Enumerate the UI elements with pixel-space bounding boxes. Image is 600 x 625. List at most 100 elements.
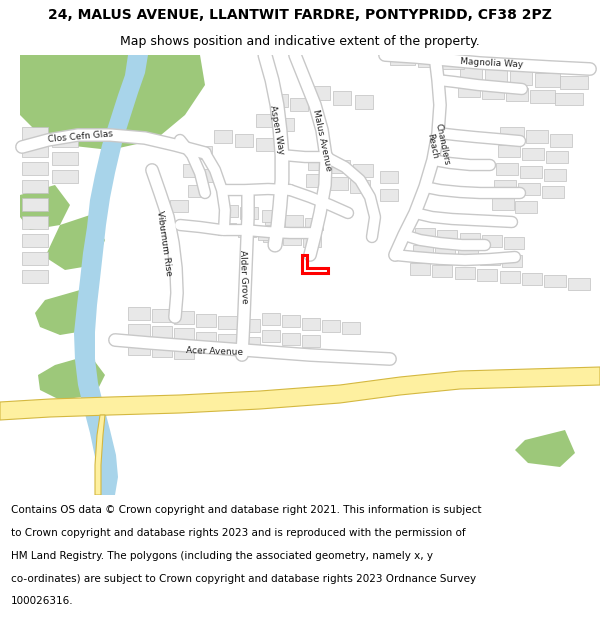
Polygon shape [342,322,360,334]
Polygon shape [504,237,524,249]
Polygon shape [218,334,238,346]
Polygon shape [22,252,48,265]
Polygon shape [152,326,172,339]
Polygon shape [256,138,274,151]
Polygon shape [333,91,351,105]
Text: to Crown copyright and database rights 2023 and is reproduced with the permissio: to Crown copyright and database rights 2… [11,528,466,538]
Text: Map shows position and indicative extent of the property.: Map shows position and indicative extent… [120,35,480,48]
Polygon shape [418,55,440,67]
Text: Aspen Way: Aspen Way [268,104,286,156]
Polygon shape [302,335,320,347]
Polygon shape [390,53,415,65]
Text: Acer Avenue: Acer Avenue [187,346,244,356]
Polygon shape [218,316,238,329]
Polygon shape [308,157,328,170]
Polygon shape [262,330,280,342]
Polygon shape [502,255,522,267]
Polygon shape [128,324,150,337]
Polygon shape [196,332,216,344]
Polygon shape [355,95,373,109]
Text: HM Land Registry. The polygons (including the associated geometry, namely x, y: HM Land Registry. The polygons (includin… [11,551,433,561]
Polygon shape [240,207,258,219]
Polygon shape [482,235,502,247]
Polygon shape [0,367,600,420]
Text: Alder Grove: Alder Grove [238,250,248,304]
Polygon shape [276,118,294,131]
Polygon shape [20,55,205,150]
Polygon shape [38,355,105,400]
Polygon shape [522,148,544,160]
Text: 24, MALUS AVENUE, LLANTWIT FARDRE, PONTYPRIDD, CF38 2PZ: 24, MALUS AVENUE, LLANTWIT FARDRE, PONTY… [48,8,552,22]
Polygon shape [303,235,321,247]
Polygon shape [410,263,430,275]
Text: Magnolia Way: Magnolia Way [460,57,524,69]
Polygon shape [152,345,172,357]
Polygon shape [183,164,201,177]
Polygon shape [35,290,95,335]
Polygon shape [485,69,507,83]
Polygon shape [555,93,583,105]
Polygon shape [546,151,568,163]
Polygon shape [498,145,520,157]
Polygon shape [455,267,475,279]
Polygon shape [535,73,560,87]
Polygon shape [515,201,537,213]
Text: co-ordinates) are subject to Crown copyright and database rights 2023 Ordnance S: co-ordinates) are subject to Crown copyr… [11,574,476,584]
Polygon shape [128,343,150,355]
Polygon shape [510,71,532,85]
Polygon shape [22,127,48,140]
Polygon shape [442,57,464,69]
Polygon shape [330,160,350,173]
Polygon shape [283,233,301,245]
Polygon shape [282,333,300,345]
Polygon shape [74,55,148,495]
Text: Malus Avenue: Malus Avenue [311,108,333,172]
Polygon shape [174,311,194,324]
Polygon shape [302,318,320,330]
Polygon shape [306,174,326,187]
Polygon shape [328,177,348,190]
Polygon shape [380,171,398,183]
Text: Chandlers
Reach: Chandlers Reach [423,122,451,168]
Polygon shape [482,86,504,99]
Polygon shape [500,127,524,140]
Polygon shape [22,162,48,175]
Polygon shape [52,152,78,165]
Polygon shape [188,185,206,197]
Polygon shape [170,200,188,212]
Polygon shape [458,250,478,262]
Polygon shape [380,189,398,201]
Polygon shape [22,234,48,247]
Text: Viburnum Rise: Viburnum Rise [155,210,173,276]
Text: 100026316.: 100026316. [11,596,73,606]
Text: Clos Cefn Glas: Clos Cefn Glas [47,129,113,144]
Polygon shape [550,134,572,147]
Polygon shape [174,347,194,359]
Polygon shape [518,183,540,195]
Polygon shape [560,76,588,89]
Polygon shape [196,314,216,327]
Polygon shape [258,228,276,240]
Polygon shape [568,278,590,290]
Polygon shape [220,205,238,217]
Polygon shape [22,144,48,157]
Polygon shape [22,198,48,211]
Polygon shape [520,166,542,178]
Polygon shape [530,90,555,103]
Polygon shape [52,134,78,147]
Polygon shape [263,230,281,242]
Polygon shape [22,216,48,229]
Polygon shape [350,180,370,193]
Polygon shape [235,134,253,147]
Polygon shape [285,215,303,227]
Polygon shape [500,271,520,283]
Polygon shape [282,315,300,327]
Polygon shape [480,253,500,265]
Polygon shape [256,114,274,127]
Polygon shape [496,163,518,175]
Polygon shape [353,164,373,177]
Polygon shape [262,313,280,325]
Polygon shape [506,88,528,101]
Polygon shape [460,233,480,245]
Polygon shape [45,215,105,270]
